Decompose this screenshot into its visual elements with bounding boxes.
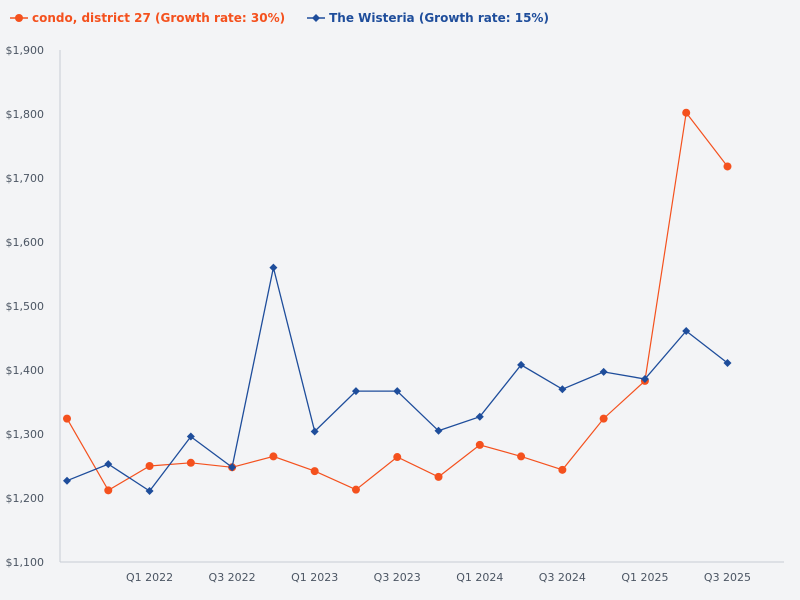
legend-label: condo, district 27 (Growth rate: 30%) xyxy=(32,11,286,25)
legend: condo, district 27 (Growth rate: 30%) Th… xyxy=(10,8,549,28)
x-tick-label: Q3 2022 xyxy=(209,571,256,584)
data-point-series-1[interactable] xyxy=(351,485,360,494)
y-tick-label: $1,200 xyxy=(6,492,45,505)
x-tick-label: Q3 2024 xyxy=(539,571,586,584)
data-point-series-1[interactable] xyxy=(310,467,319,476)
x-tick-label: Q3 2023 xyxy=(374,571,421,584)
data-point-series-2[interactable] xyxy=(228,463,237,472)
legend-item-condo-district-27[interactable]: condo, district 27 (Growth rate: 30%) xyxy=(10,11,285,25)
data-point-series-2[interactable] xyxy=(104,460,113,469)
data-point-series-1[interactable] xyxy=(723,162,732,171)
data-point-series-2[interactable] xyxy=(63,476,71,485)
data-point-series-1[interactable] xyxy=(682,108,691,117)
x-tick-label: Q1 2022 xyxy=(126,571,173,584)
data-point-series-2[interactable] xyxy=(310,427,319,436)
data-point-series-2[interactable] xyxy=(723,358,732,367)
y-tick-label: $1,300 xyxy=(6,428,45,441)
x-tick-label: Q1 2024 xyxy=(456,571,503,584)
data-point-series-1[interactable] xyxy=(145,462,154,470)
data-point-series-2[interactable] xyxy=(393,387,402,396)
x-tick-label: Q3 2025 xyxy=(704,571,751,584)
data-point-series-1[interactable] xyxy=(186,458,195,467)
data-point-series-2[interactable] xyxy=(186,432,195,441)
legend-label: The Wisteria (Growth rate: 15%) xyxy=(329,11,549,25)
y-tick-label: $1,900 xyxy=(6,44,45,57)
data-point-series-1[interactable] xyxy=(104,486,113,495)
legend-marker-diamond-icon xyxy=(307,14,326,22)
y-tick-label: $1,600 xyxy=(6,236,45,249)
data-point-series-2[interactable] xyxy=(145,486,154,495)
y-tick-label: $1,800 xyxy=(6,108,45,121)
data-point-series-2[interactable] xyxy=(558,385,567,394)
data-point-series-2[interactable] xyxy=(269,263,278,272)
x-tick-label: Q1 2025 xyxy=(621,571,668,584)
data-point-series-1[interactable] xyxy=(63,414,71,423)
x-tick-label: Q1 2023 xyxy=(291,571,338,584)
data-point-series-1[interactable] xyxy=(599,414,608,423)
data-point-series-2[interactable] xyxy=(475,412,484,421)
data-point-series-2[interactable] xyxy=(599,367,608,376)
data-point-series-2[interactable] xyxy=(682,326,691,335)
data-point-series-2[interactable] xyxy=(517,360,526,369)
data-point-series-2[interactable] xyxy=(351,387,360,396)
data-point-series-1[interactable] xyxy=(434,472,443,481)
data-point-series-2[interactable] xyxy=(434,426,443,435)
y-tick-label: $1,400 xyxy=(6,364,45,377)
y-tick-label: $1,700 xyxy=(6,172,45,185)
y-tick-label: $1,100 xyxy=(6,556,45,569)
data-point-series-1[interactable] xyxy=(475,440,484,449)
legend-marker-circle-icon xyxy=(10,14,28,22)
data-point-series-1[interactable] xyxy=(517,452,526,461)
data-point-series-1[interactable] xyxy=(558,465,567,474)
data-point-series-1[interactable] xyxy=(269,452,278,461)
y-tick-label: $1,500 xyxy=(6,300,45,313)
data-point-series-1[interactable] xyxy=(393,453,402,462)
data-point-series-2[interactable] xyxy=(640,374,649,383)
legend-item-the-wisteria[interactable]: The Wisteria (Growth rate: 15%) xyxy=(307,11,549,25)
series-line-1 xyxy=(66,111,728,492)
